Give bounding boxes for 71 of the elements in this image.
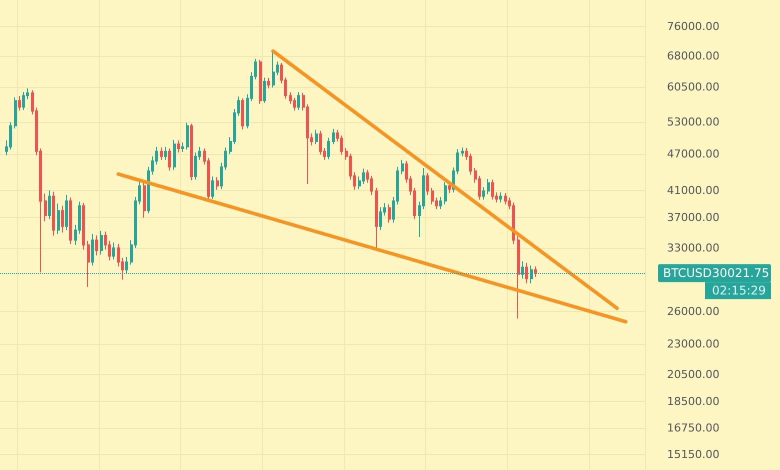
candlestick [487, 178, 490, 195]
candlestick [379, 206, 382, 231]
candlestick [499, 192, 502, 203]
candlestick [332, 128, 335, 145]
y-tick-label: 68000.00 [667, 50, 720, 63]
candlestick [525, 262, 528, 284]
candlestick [259, 60, 262, 104]
candlestick [431, 187, 434, 205]
candlestick [186, 122, 189, 150]
candlestick [52, 191, 55, 236]
y-tick-label: 47000.00 [667, 148, 720, 161]
candlestick [534, 266, 537, 278]
candlestick [444, 182, 447, 205]
candlestick [241, 98, 244, 130]
y-tick-label: 23000.00 [667, 337, 720, 350]
text: 30021.75 [712, 266, 770, 280]
candlestick [375, 187, 378, 249]
y-tick-label: 33000.00 [667, 242, 720, 255]
candlestick [61, 205, 64, 233]
candlestick [517, 236, 520, 320]
candlestick [491, 179, 494, 200]
text: 02:15:29 [712, 284, 766, 298]
candlestick [69, 197, 72, 245]
candlestick [48, 190, 51, 220]
candlestick [177, 140, 180, 153]
y-tick-label: 20500.00 [667, 368, 720, 381]
candlestick [173, 139, 176, 170]
y-tick-label: 41000.00 [667, 184, 720, 197]
candlestick [44, 193, 47, 222]
candlestick [401, 159, 404, 175]
y-tick-label: 60500.00 [667, 80, 720, 94]
candlestick [112, 242, 115, 260]
y-tick-label: 18500.00 [667, 395, 720, 408]
candlestick [14, 96, 17, 129]
candlestick [388, 204, 391, 224]
candlestick [190, 123, 193, 181]
y-tick-label: 15150.00 [667, 448, 720, 462]
candlestick [87, 240, 90, 288]
candlestick [100, 230, 103, 256]
y-tick-label: 16750.00 [667, 422, 720, 435]
candlestick [504, 192, 507, 205]
y-tick-label: 53000.00 [667, 116, 720, 129]
candlestick [482, 186, 485, 200]
candlestick [426, 172, 429, 196]
candlestick [91, 233, 94, 266]
candlestick [65, 194, 68, 231]
y-tick-label: 76000.00 [667, 20, 720, 34]
candlestick [297, 91, 300, 111]
candlestick [272, 52, 275, 88]
candlestick [211, 176, 214, 200]
candlestick [181, 142, 184, 152]
candlestick [327, 137, 330, 160]
candlestick [143, 182, 146, 218]
candlestick [168, 148, 171, 171]
ref-line-label: BTCUSD [663, 266, 712, 280]
candlestick [57, 203, 60, 234]
candlestick [315, 129, 318, 145]
candlestick [82, 202, 85, 250]
candlestick [160, 146, 163, 160]
candlestick [216, 176, 219, 190]
candlestick [267, 78, 270, 89]
candlestick [18, 96, 21, 111]
candlestick [448, 182, 451, 194]
candlestick [164, 146, 167, 160]
candlestick [22, 91, 25, 111]
y-tick-label: 37000.00 [667, 211, 720, 224]
candlestick [263, 77, 266, 104]
y-tick-label: 26000.00 [667, 304, 720, 318]
candlestick [461, 146, 464, 157]
candlestick [439, 196, 442, 210]
candlestick [95, 234, 98, 256]
